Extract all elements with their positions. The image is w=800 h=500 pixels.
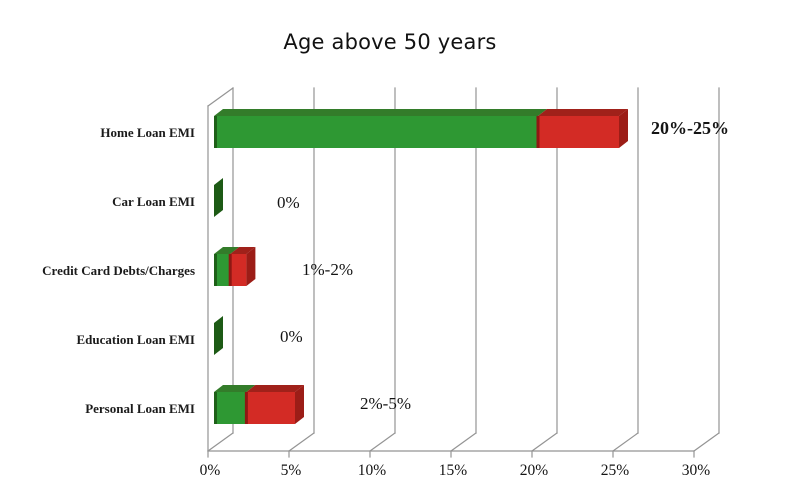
x-tick-label: 5% xyxy=(281,462,302,479)
category-label: Personal Loan EMI xyxy=(85,401,195,416)
category-label: Home Loan EMI xyxy=(100,125,195,140)
floor-diagonal xyxy=(288,432,315,452)
bar-red-segment xyxy=(230,254,247,286)
chart-title: Age above 50 years xyxy=(283,30,497,54)
x-tick-label: 10% xyxy=(358,462,387,479)
wall-top-edge xyxy=(207,87,234,107)
bar-green-top-face xyxy=(214,247,240,254)
floor-diagonal xyxy=(450,432,477,452)
bar-green-top-face xyxy=(214,109,547,116)
bar-red-end-cap xyxy=(295,385,304,424)
x-tick-label: 15% xyxy=(439,462,468,479)
value-annotation: 2%-5% xyxy=(360,394,411,413)
bar-green-segment xyxy=(214,392,247,424)
floor-diagonal xyxy=(693,432,720,452)
bar-red-top-face xyxy=(230,247,256,254)
floor-diagonal xyxy=(531,432,558,452)
bar-green-left-edge xyxy=(214,254,217,286)
bar-red-segment xyxy=(538,116,619,148)
bar-red-top-face xyxy=(538,109,628,116)
bar-green-segment xyxy=(214,116,538,148)
bar-segment-seam xyxy=(536,116,540,148)
bar-zero-sliver xyxy=(214,178,223,217)
x-tick-label: 25% xyxy=(601,462,630,479)
x-tick-label: 0% xyxy=(200,462,221,479)
bar-red-end-cap xyxy=(619,109,628,148)
bar-red-top-face xyxy=(246,385,304,392)
bar-green-left-edge xyxy=(214,116,217,148)
x-tick-label: 30% xyxy=(682,462,711,479)
bar-green-segment xyxy=(214,254,231,286)
bar-red-end-cap xyxy=(246,247,256,286)
bar-zero-sliver xyxy=(214,316,223,355)
bar-green-left-edge xyxy=(214,392,217,424)
value-annotation: 20%-25% xyxy=(651,118,729,138)
bar-green-top-face xyxy=(214,385,256,392)
value-annotation: 0% xyxy=(277,193,300,212)
floor-diagonal xyxy=(369,432,396,452)
category-label: Car Loan EMI xyxy=(112,194,195,209)
bar-segment-seam xyxy=(244,392,248,424)
value-annotation: 0% xyxy=(280,327,303,346)
x-tick-label: 20% xyxy=(520,462,549,479)
floor-diagonal xyxy=(612,432,639,452)
category-label: Education Loan EMI xyxy=(77,332,195,347)
category-label: Credit Card Debts/Charges xyxy=(42,263,195,278)
value-annotation: 1%-2% xyxy=(302,260,353,279)
bar-red-segment xyxy=(246,392,295,424)
floor-diagonal xyxy=(207,432,234,452)
bar-segment-seam xyxy=(228,254,232,286)
